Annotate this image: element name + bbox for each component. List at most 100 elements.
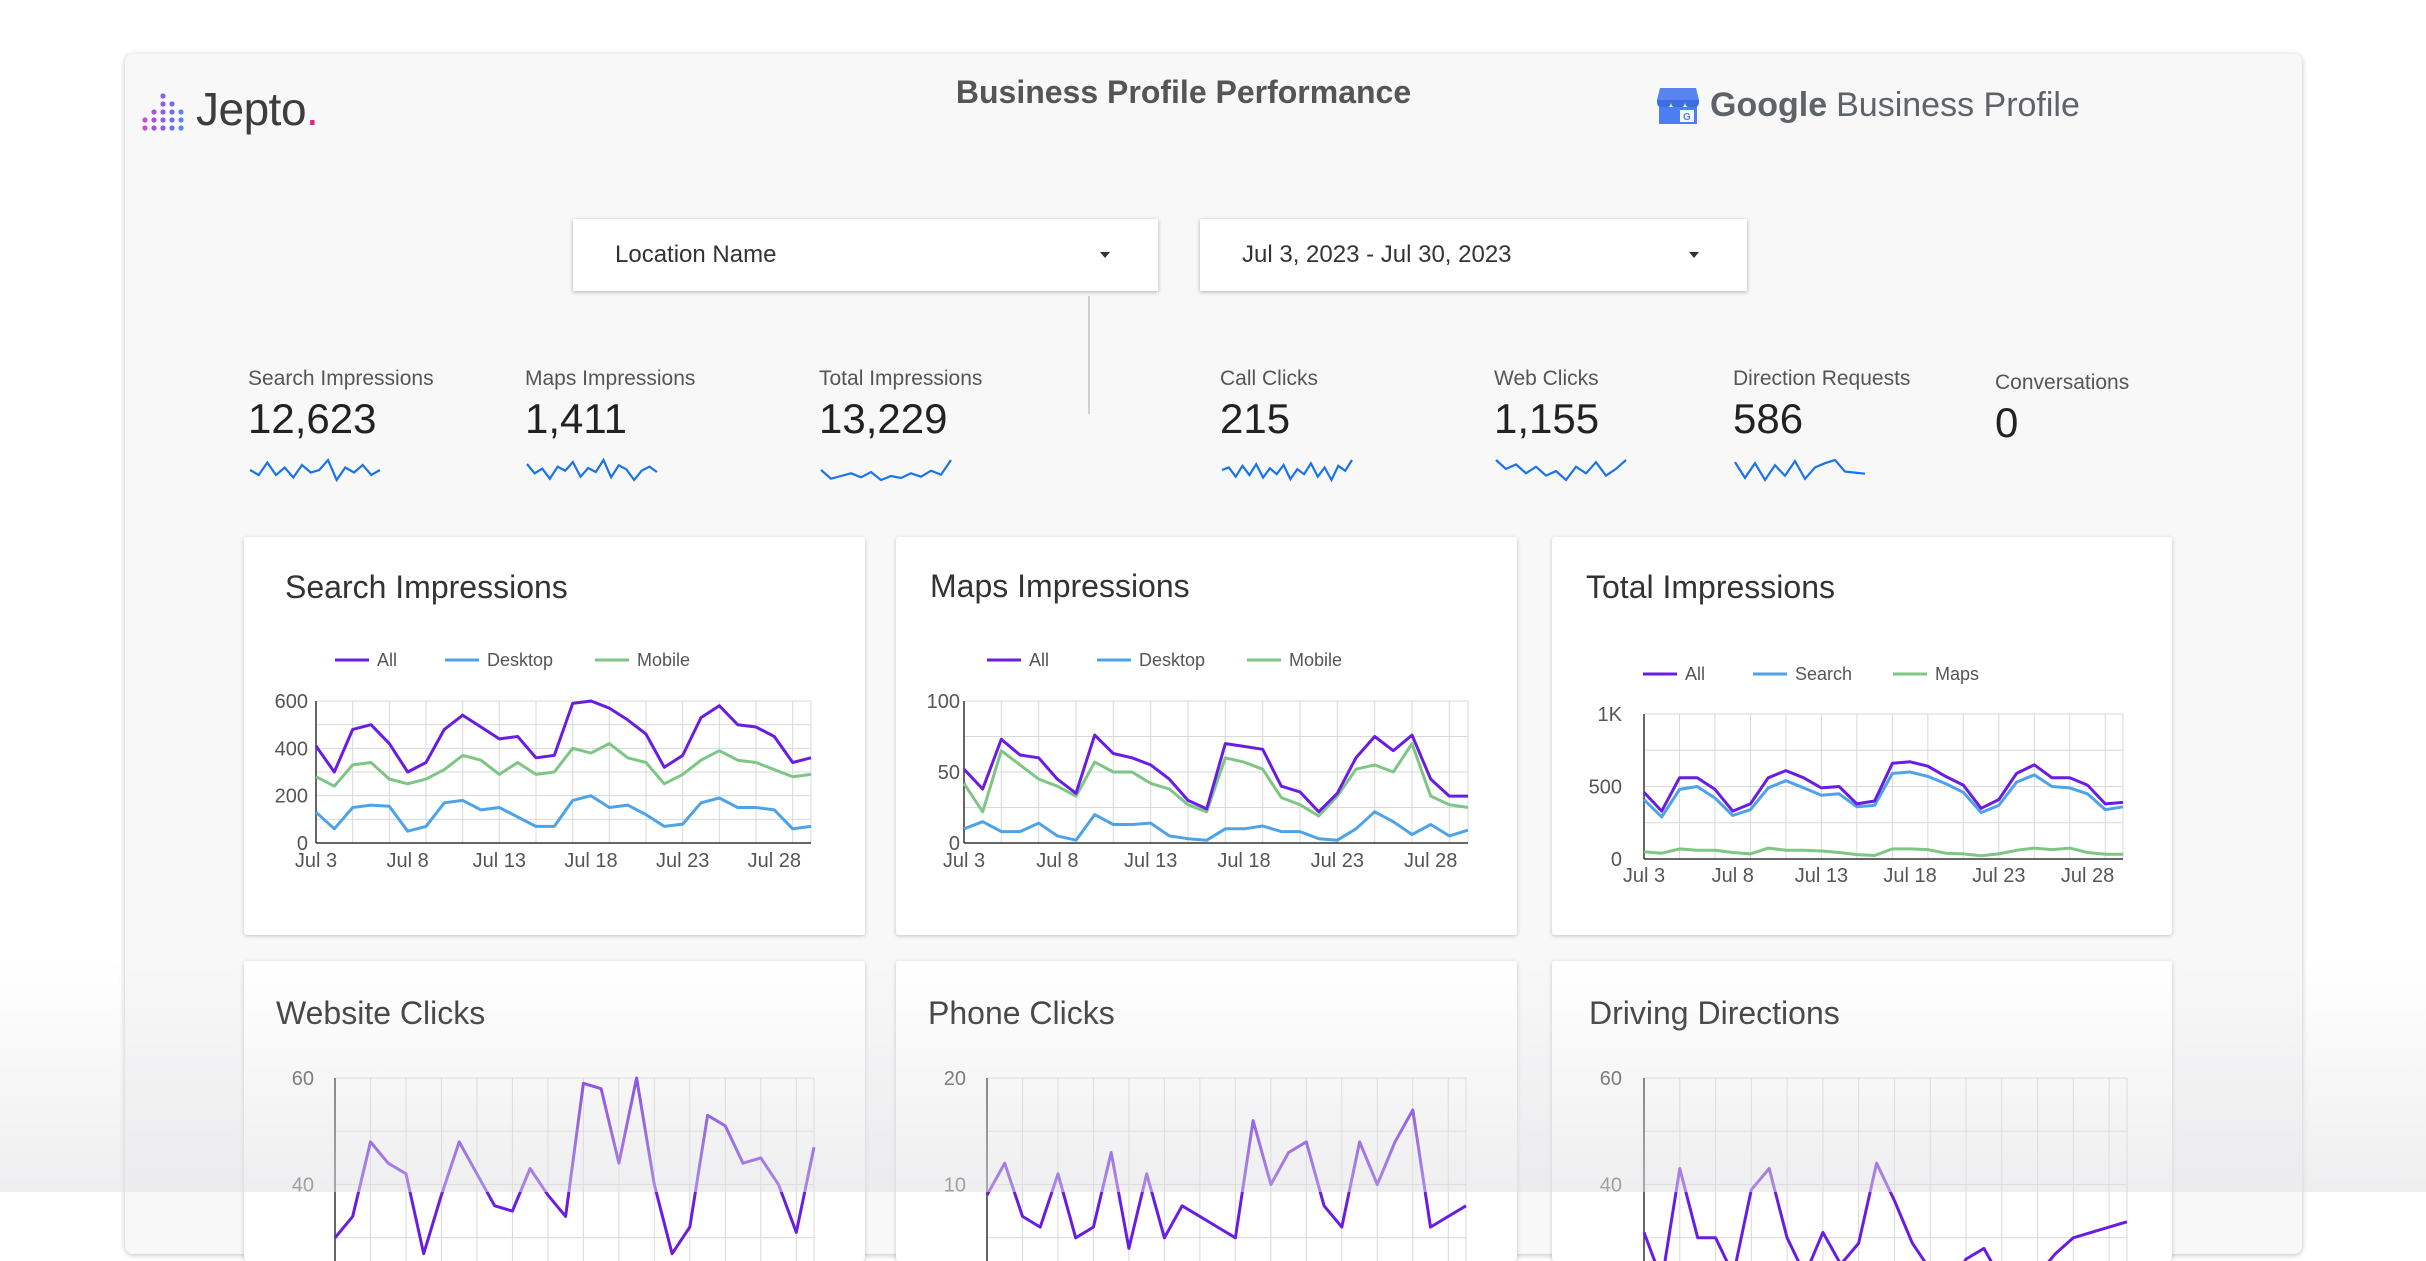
legend-label: All (377, 650, 397, 670)
chart-card-website-clicks: Website Clicks 40 60 (244, 961, 865, 1261)
x-tick-label: Jul 28 (1404, 850, 1457, 872)
y-tick-label: 500 (1589, 777, 1622, 799)
kpi-label: Search Impressions (248, 367, 434, 390)
business-profile-store-icon: G (1657, 88, 1699, 124)
svg-text:G: G (1683, 112, 1691, 123)
logo-dot-mark (178, 125, 184, 131)
page-title: Business Profile Performance (955, 74, 1412, 110)
y-tick-label: 200 (275, 786, 308, 808)
y-tick-label: 10 (944, 1175, 966, 1197)
y-tick-label: 400 (275, 738, 308, 760)
x-tick-label: Jul 8 (387, 850, 429, 872)
kpi-call-clicks: Call Clicks 215 (1220, 367, 1354, 483)
series-line (314, 699, 812, 774)
kpi-value: 0 (1995, 399, 2019, 446)
total-impressions-chart: 0 500 1K Jul 3 Jul 8 Jul 13 Jul 18 Jul 23 Jul 28… (1589, 664, 2124, 887)
logo-dot-mark (151, 125, 157, 131)
kpi-conversations: Conversations 0 (1995, 371, 2129, 447)
x-tick-label: Jul 8 (1712, 865, 1754, 887)
y-tick-label: 0 (297, 833, 308, 855)
x-tick-label: Jul 18 (1883, 865, 1936, 887)
x-tick-label: Jul 13 (473, 850, 526, 872)
y-tick-label: 0 (949, 833, 960, 855)
logo-dot-mark (160, 101, 166, 107)
x-tick-label: Jul 3 (295, 850, 337, 872)
kpi-sparkline (1495, 459, 1627, 482)
legend-label: Desktop (487, 650, 553, 670)
chart-title: Search Impressions (285, 569, 568, 605)
kpi-sparkline (249, 457, 381, 483)
series-line (963, 810, 1469, 842)
sparkline-path (820, 459, 952, 482)
kpi-divider (1088, 296, 1090, 414)
gbp-google-word: Google (1710, 85, 1828, 124)
kpi-label: Conversations (1995, 371, 2130, 394)
date-range-dropdown[interactable]: Jul 3, 2023 - Jul 30, 2023 (1200, 219, 1747, 291)
series-line (1642, 1161, 2128, 1261)
legend-label: Search (1795, 664, 1852, 684)
chart-card-driving-directions: Driving Directions 40 60 (1552, 961, 2172, 1261)
y-tick-label: 40 (292, 1175, 314, 1197)
kpi-label: Maps Impressions (525, 367, 696, 390)
kpi-value: 1,411 (525, 395, 627, 442)
chart-card-phone-clicks: Phone Clicks 10 20 (896, 961, 1517, 1261)
x-tick-label: Jul 13 (1795, 865, 1848, 887)
y-tick-label: 40 (1600, 1175, 1622, 1197)
sparkline-path (1221, 459, 1353, 483)
location-filter-dropdown[interactable]: Location Name (573, 219, 1158, 291)
legend-label: Maps (1935, 664, 1979, 684)
x-tick-label: Jul 28 (2061, 865, 2114, 887)
jepto-logo-text: Jepto (196, 83, 307, 135)
logo-dot-mark (178, 117, 184, 123)
kpi-label: Web Clicks (1494, 367, 1599, 390)
kpi-sparkline (1221, 459, 1353, 483)
logo-dot-mark (160, 109, 166, 115)
location-filter-value: Location Name (615, 241, 777, 268)
google-business-profile-logo: G Google Business Profile (1656, 84, 2080, 126)
kpi-label: Direction Requests (1733, 367, 1911, 390)
sparkline-path (1495, 459, 1627, 482)
y-tick-label: 20 (944, 1068, 966, 1090)
chart-card-maps-impressions: Maps Impressions 0 50 100 Jul 3 Jul 8 Jul 13 J… (896, 537, 1517, 935)
series-line (333, 1076, 816, 1256)
chart-card-search-impressions: Search Impressions 0 200 400 600 Jul 3 Jul 8 J… (244, 537, 865, 935)
kpi-value: 12,623 (248, 395, 377, 442)
logo-dot-mark (160, 93, 166, 99)
y-tick-label: 60 (292, 1068, 314, 1090)
chart-title: Maps Impressions (930, 568, 1190, 604)
jepto-logo: Jepto. (140, 82, 319, 136)
search-impressions-chart: 0 200 400 600 Jul 3 Jul 8 Jul 13 Jul 18 Jul 23 Ju… (275, 650, 812, 872)
x-tick-label: Jul 18 (564, 850, 617, 872)
series-line (962, 742, 1469, 818)
legend-label: Desktop (1139, 650, 1205, 670)
legend-label: Mobile (1289, 650, 1342, 670)
x-tick-label: Jul 18 (1217, 850, 1270, 872)
y-tick-label: 600 (275, 691, 308, 713)
kpi-web-clicks: Web Clicks 1,155 (1494, 367, 1628, 483)
series-line (314, 794, 812, 833)
logo-dot-mark (142, 117, 148, 123)
date-range-value: Jul 3, 2023 - Jul 30, 2023 (1242, 241, 1512, 268)
series-line (962, 733, 1468, 814)
sparkline-path (1734, 458, 1866, 483)
x-tick-label: Jul 23 (1972, 865, 2025, 887)
phone-clicks-chart: 10 20 (944, 1068, 1467, 1261)
logo-dot-mark (169, 125, 175, 131)
kpi-value: 13,229 (819, 395, 948, 442)
series-line (1643, 846, 2123, 858)
x-tick-label: Jul 13 (1124, 850, 1177, 872)
maps-impressions-chart: 0 50 100 Jul 3 Jul 8 Jul 13 Jul 18 Jul 23 Jul 28… (927, 650, 1469, 872)
series-line (1642, 760, 2124, 813)
y-tick-label: 100 (927, 691, 960, 713)
logo-dot-mark (169, 117, 175, 123)
kpi-sparkline (526, 457, 658, 482)
logo-dot-mark (151, 109, 157, 115)
gbp-product-word: Business Profile (1836, 85, 2080, 124)
website-clicks-chart: 40 60 (292, 1068, 816, 1261)
logo-dot-mark (160, 117, 166, 123)
logo-dot-mark (169, 101, 175, 107)
kpi-label: Call Clicks (1220, 367, 1319, 390)
kpi-maps-impressions: Maps Impressions 1,411 (525, 367, 695, 483)
series-line (1642, 770, 2124, 819)
logo-dot-mark (151, 117, 157, 123)
